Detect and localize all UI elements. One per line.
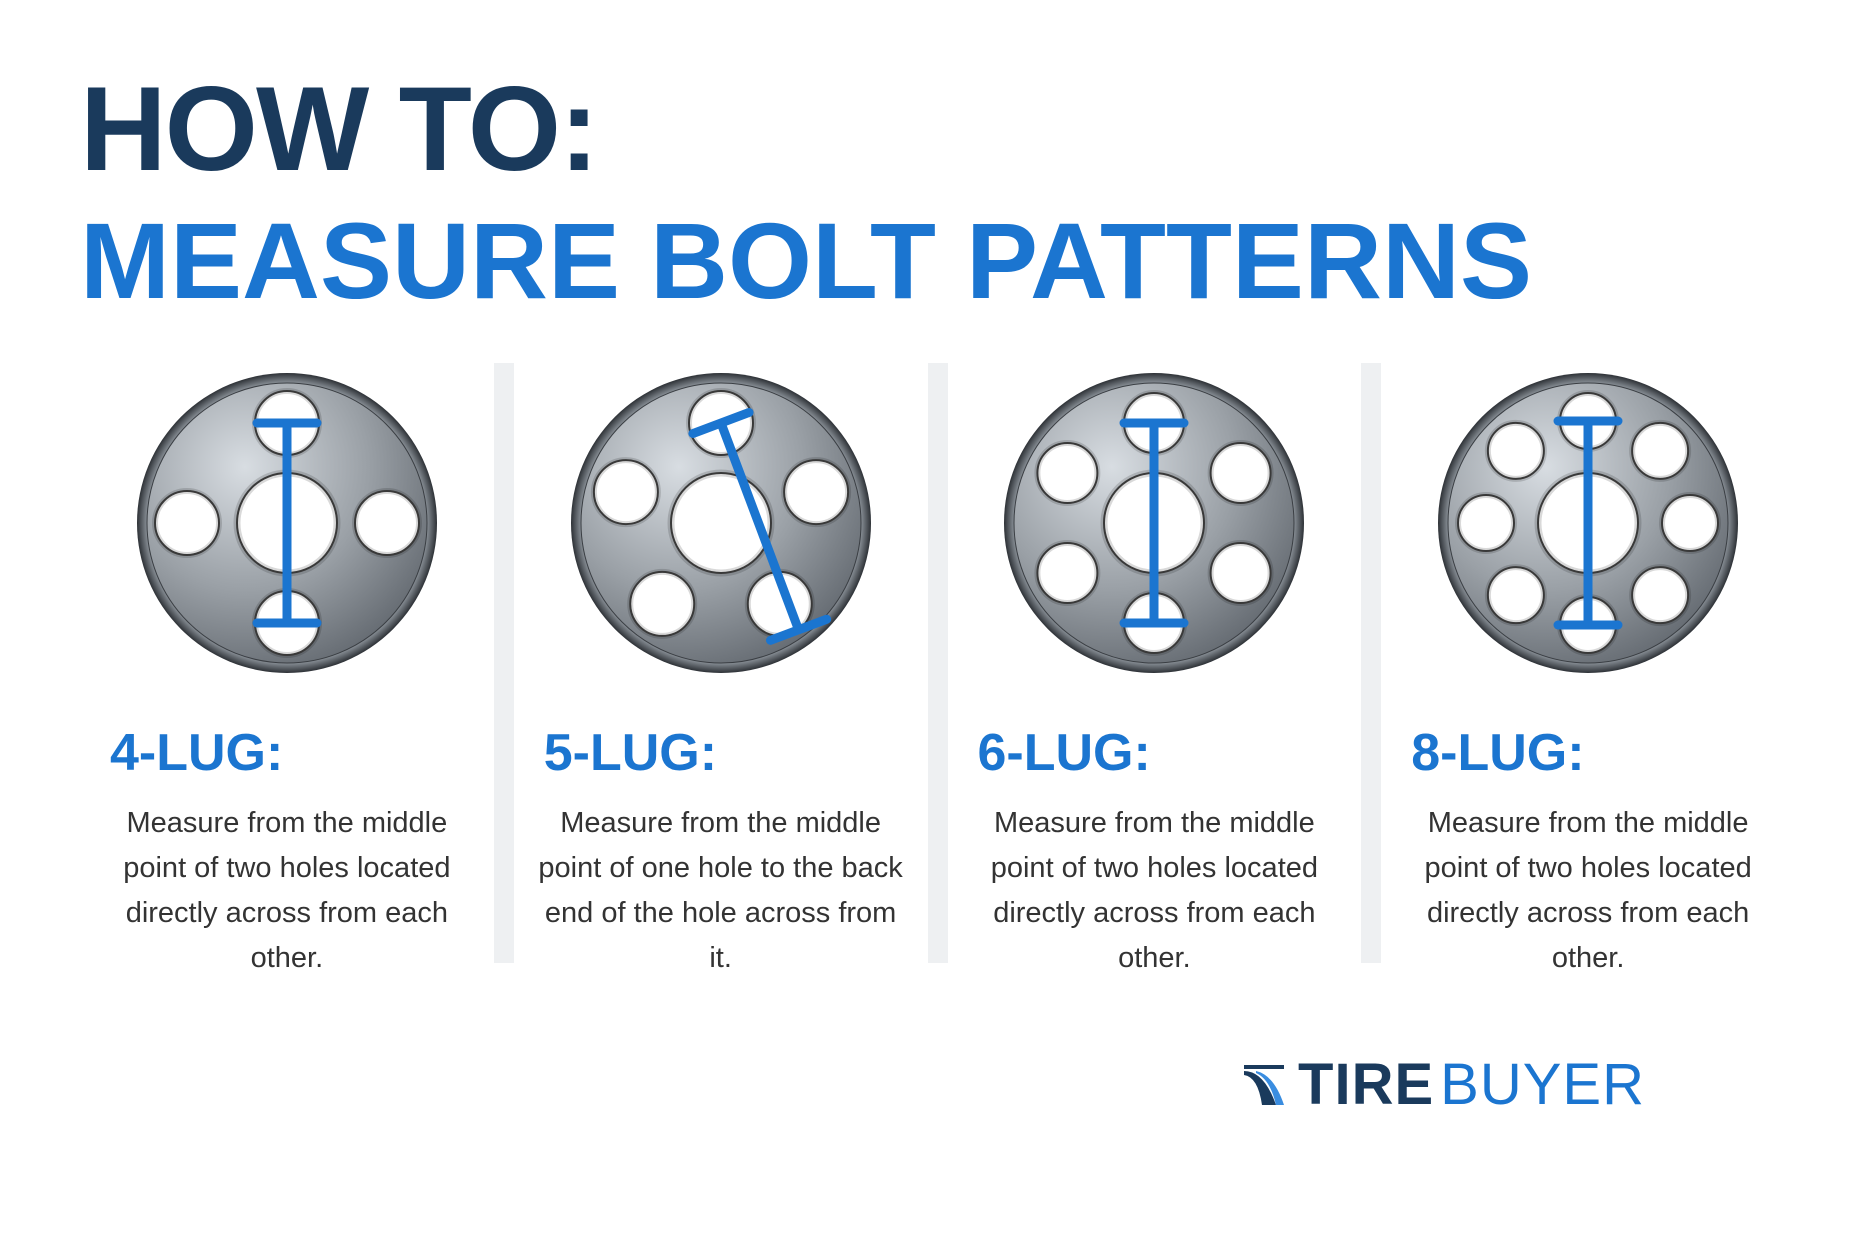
panel-6lug: 6-LUG: Measure from the middle point of … bbox=[948, 353, 1362, 981]
lug-desc-6lug: Measure from the middle point of two hol… bbox=[968, 801, 1342, 981]
brand-logo: TIREBUYER bbox=[1236, 1051, 1645, 1118]
diagram-wrap-8lug bbox=[1418, 353, 1758, 693]
panel-8lug: 8-LUG: Measure from the middle point of … bbox=[1381, 353, 1795, 981]
panel-separator bbox=[1361, 363, 1381, 963]
lug-title-6lug: 6-LUG: bbox=[978, 723, 1151, 783]
hub-diagram-4lug bbox=[117, 353, 457, 693]
lug-desc-8lug: Measure from the middle point of two hol… bbox=[1401, 801, 1775, 981]
lug-desc-4lug: Measure from the middle point of two hol… bbox=[100, 801, 474, 981]
lug-title-4lug: 4-LUG: bbox=[110, 723, 283, 783]
diagram-wrap-5lug bbox=[551, 353, 891, 693]
panel-separator bbox=[928, 363, 948, 963]
panel-4lug: 4-LUG: Measure from the middle point of … bbox=[80, 353, 494, 981]
diagram-wrap-6lug bbox=[984, 353, 1324, 693]
lug-title-8lug: 8-LUG: bbox=[1411, 723, 1584, 783]
title-block: HOW TO: MEASURE BOLT PATTERNS bbox=[80, 60, 1795, 323]
lug-title-5lug: 5-LUG: bbox=[544, 723, 717, 783]
logo-text-tire: TIRE bbox=[1298, 1051, 1434, 1118]
hub-diagram-6lug bbox=[984, 353, 1324, 693]
hub-diagram-5lug bbox=[551, 353, 891, 693]
panels-row: 4-LUG: Measure from the middle point of … bbox=[80, 353, 1795, 981]
title-how-to: HOW TO: bbox=[80, 60, 1795, 198]
title-subtitle: MEASURE BOLT PATTERNS bbox=[80, 198, 1795, 323]
logo-text-buyer: BUYER bbox=[1440, 1051, 1645, 1118]
panel-5lug: 5-LUG: Measure from the middle point of … bbox=[514, 353, 928, 981]
hub-diagram-8lug bbox=[1418, 353, 1758, 693]
diagram-wrap-4lug bbox=[117, 353, 457, 693]
panel-separator bbox=[494, 363, 514, 963]
logo-icon bbox=[1236, 1057, 1292, 1113]
lug-desc-5lug: Measure from the middle point of one hol… bbox=[534, 801, 908, 981]
